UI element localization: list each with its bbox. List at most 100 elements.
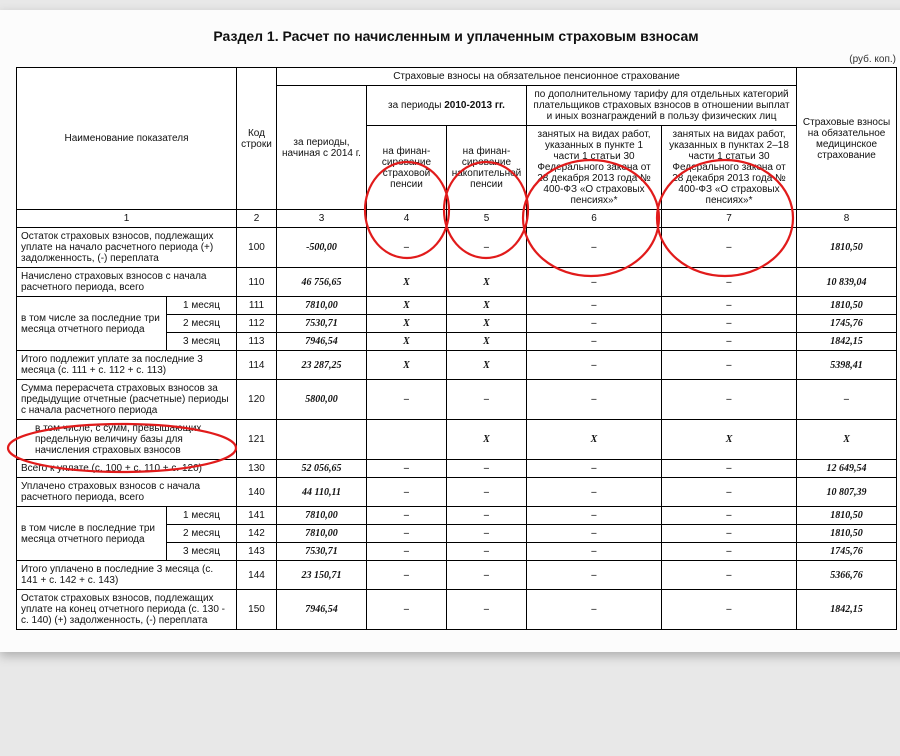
cell-c8: 10 839,04 [797,268,897,297]
cell-c5: Х [447,333,527,351]
cell-c3: 5800,00 [277,380,367,420]
cell-c6: – [527,590,662,630]
cell-c5: – [447,590,527,630]
cell-c3 [277,420,367,460]
cell-c5: – [447,228,527,268]
cell-c5: – [447,561,527,590]
hdr-group2b: по дополнительному тарифу для отдельных … [527,86,797,126]
cell-c4: – [367,525,447,543]
cell-c6: – [527,333,662,351]
table-row: в том числе, с сумм, превышающих предель… [17,420,897,460]
cell-c4 [367,420,447,460]
cell-c5: Х [447,315,527,333]
row-code: 120 [237,380,277,420]
cell-c4: – [367,507,447,525]
row-code: 111 [237,297,277,315]
row-name: Сумма перерасчета страховых взносов за п… [17,380,237,420]
cell-c4: Х [367,315,447,333]
cell-c4: Х [367,297,447,315]
cell-c5: – [447,525,527,543]
cell-c8: – [797,380,897,420]
cell-c8: 1842,15 [797,590,897,630]
cell-c8: 1810,50 [797,297,897,315]
cell-c8: 1842,15 [797,333,897,351]
table-row: Остаток страховых взносов, подлежащих уп… [17,590,897,630]
cell-c6: – [527,315,662,333]
table-row: Всего к уплате (с. 100 + с. 110 + с. 120… [17,460,897,478]
cell-c6: Х [527,420,662,460]
cell-c4: Х [367,351,447,380]
cell-c6: – [527,268,662,297]
cell-c7: – [662,297,797,315]
row-code: 113 [237,333,277,351]
cell-c7: – [662,380,797,420]
row-code: 140 [237,478,277,507]
row-name: в том числе в последние три месяца отчет… [17,507,167,561]
cell-c6: – [527,507,662,525]
sub-period: 1 месяц [167,507,237,525]
hdr-col3: за периоды, начиная с 2014 г. [277,86,367,210]
units-label: (руб. коп.) [16,54,896,65]
cell-c4: – [367,460,447,478]
row-code: 150 [237,590,277,630]
sub-period: 2 месяц [167,315,237,333]
cell-c8: 5366,76 [797,561,897,590]
cell-c8: 1810,50 [797,507,897,525]
cell-c7: – [662,561,797,590]
cell-c6: – [527,297,662,315]
table-row: Итого подлежит уплате за последние 3 мес… [17,351,897,380]
cell-c4: – [367,590,447,630]
row-code: 121 [237,420,277,460]
hdr-code: Код строки [237,68,277,210]
row-name: в том числе за последние три месяца отче… [17,297,167,351]
cell-c7: – [662,543,797,561]
cell-c7: – [662,478,797,507]
cell-c7: – [662,460,797,478]
cell-c3: 7946,54 [277,590,367,630]
row-name: Уплачено страховых взносов с начала расч… [17,478,237,507]
row-name: Остаток страховых взносов, подлежащих уп… [17,228,237,268]
cell-c6: – [527,460,662,478]
cell-c7: – [662,351,797,380]
sub-period: 3 месяц [167,333,237,351]
cell-c5: – [447,380,527,420]
cell-c7: – [662,590,797,630]
row-code: 142 [237,525,277,543]
table-row: в том числе за последние три месяца отче… [17,297,897,315]
hdr-col5: на финан­сирование накопительной пенсии [447,126,527,210]
cell-c3: 52 056,65 [277,460,367,478]
cell-c3: 7530,71 [277,543,367,561]
row-code: 141 [237,507,277,525]
cell-c6: – [527,525,662,543]
hdr-col4: на финан­сирование страховой пенсии [367,126,447,210]
cell-c8: 12 649,54 [797,460,897,478]
cell-c7: – [662,228,797,268]
table-row: Уплачено страховых взносов с начала расч… [17,478,897,507]
cell-c8: 1810,50 [797,525,897,543]
cell-c7: – [662,315,797,333]
cell-c7: Х [662,420,797,460]
column-number-row: 1 2 3 4 5 6 7 8 [17,210,897,228]
cell-c8: 1745,76 [797,543,897,561]
table-row: в том числе в последние три месяца отчет… [17,507,897,525]
hdr-group1: Страховые взносы на обязательное пенсион… [277,68,797,86]
row-code: 100 [237,228,277,268]
cell-c4: – [367,561,447,590]
row-code: 114 [237,351,277,380]
cell-c4: – [367,543,447,561]
cell-c6: – [527,380,662,420]
cell-c5: Х [447,268,527,297]
cell-c8: 5398,41 [797,351,897,380]
cell-c6: – [527,478,662,507]
cell-c5: Х [447,351,527,380]
row-name: Итого подлежит уплате за последние 3 мес… [17,351,237,380]
cell-c4: – [367,228,447,268]
cell-c3: -500,00 [277,228,367,268]
cell-c7: – [662,507,797,525]
row-name: Итого уплачено в последние 3 месяца (с. … [17,561,237,590]
row-code: 130 [237,460,277,478]
hdr-name: Наименование показателя [17,68,237,210]
cell-c3: 7530,71 [277,315,367,333]
row-name: Остаток страховых взносов, подлежащих уп… [17,590,237,630]
cell-c3: 7946,54 [277,333,367,351]
